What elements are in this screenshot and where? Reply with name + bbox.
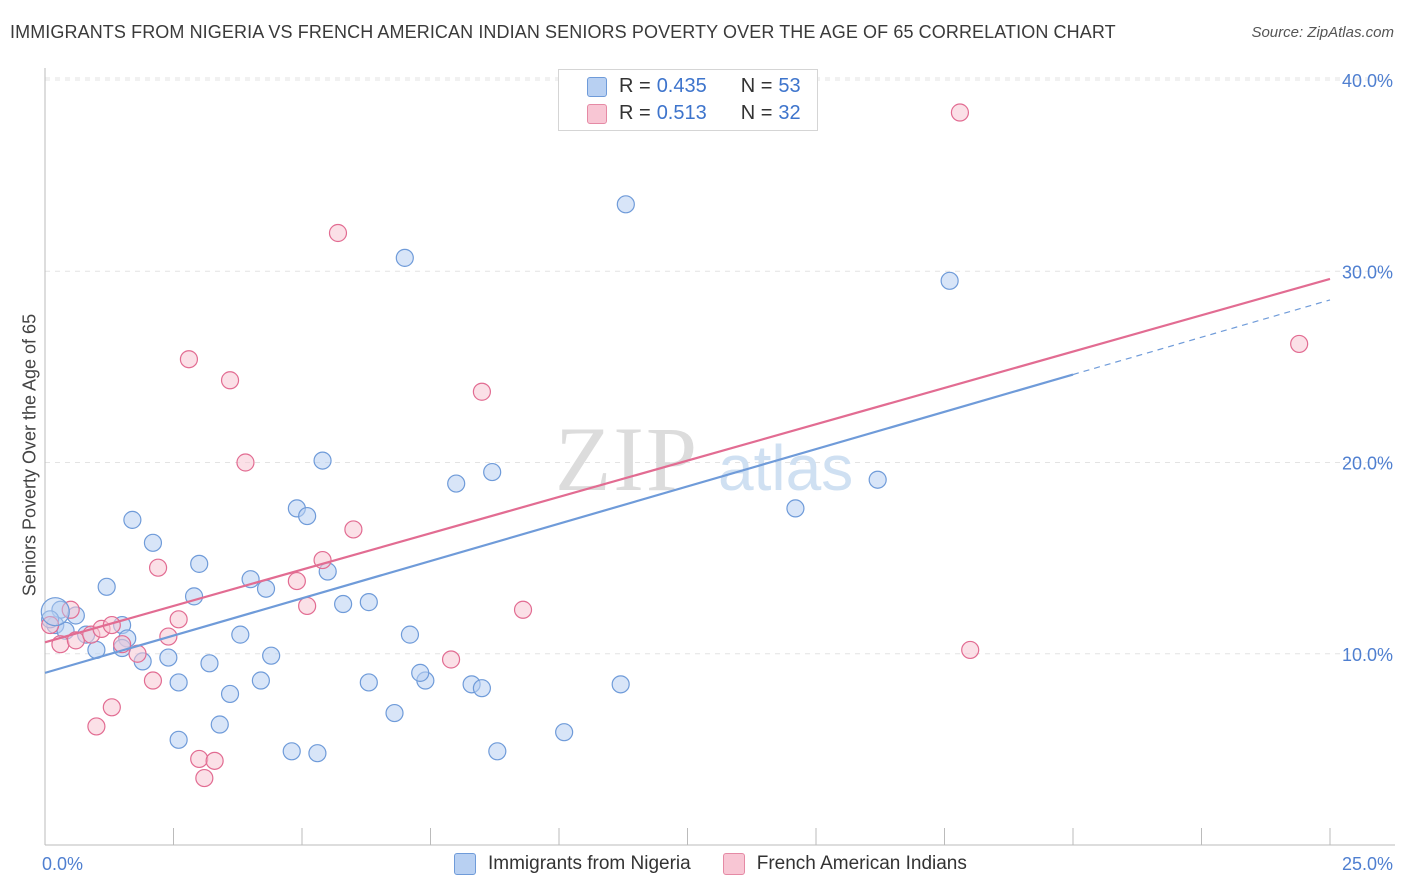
french-point	[87, 717, 106, 736]
y-tick-label: 30.0%	[1342, 262, 1393, 282]
stats-n-label: N =	[740, 102, 773, 124]
nigeria-point	[334, 594, 353, 614]
nigeria-point	[262, 646, 281, 665]
stats-r-label: R =	[619, 102, 651, 124]
grid-lines	[45, 77, 1395, 655]
data-points	[40, 95, 1309, 788]
french-point	[179, 350, 199, 369]
nigeria-point	[488, 742, 507, 761]
legend-item-french[interactable]: French American Indians	[722, 853, 967, 875]
nigeria-trend-extension	[1072, 299, 1331, 376]
legend-label-nigeria: Immigrants from Nigeria	[488, 853, 691, 874]
nigeria-point	[298, 506, 317, 526]
y-tick-label: 20.0%	[1342, 454, 1393, 474]
nigeria-point	[200, 654, 219, 673]
nigeria-point	[395, 248, 414, 267]
nigeria-point	[359, 593, 378, 612]
nigeria-point	[411, 663, 430, 682]
nigeria-point	[786, 499, 805, 518]
legend-swatch-nigeria	[454, 853, 476, 875]
nigeria-point	[483, 462, 502, 482]
nigeria-point	[359, 673, 378, 692]
french-point	[961, 640, 980, 660]
stats-r-value: 0.513	[656, 102, 707, 124]
trend-lines	[44, 277, 1331, 674]
nigeria-point	[210, 715, 229, 734]
nigeria-point	[190, 554, 209, 573]
french-point	[195, 768, 214, 788]
stats-n-value: 53	[778, 75, 801, 97]
stats-n-value: 32	[778, 102, 801, 124]
nigeria-point	[472, 679, 491, 698]
nigeria-point	[256, 579, 276, 598]
legend-item-nigeria[interactable]: Immigrants from Nigeria	[454, 853, 691, 875]
french-point	[143, 671, 163, 690]
nigeria-point	[97, 577, 116, 596]
tick-labels: 10.0% 20.0% 30.0% 40.0% 0.0% 25.0%	[42, 71, 1393, 874]
french-point	[441, 650, 461, 669]
nigeria-point	[143, 533, 163, 552]
stats-r-label: R =	[619, 75, 651, 97]
watermark-zip: ZIP	[555, 408, 699, 510]
french-trend-line	[44, 277, 1331, 644]
nigeria-trend-line	[44, 373, 1074, 674]
watermark-atlas: atlas	[718, 432, 853, 504]
nigeria-point	[231, 625, 250, 644]
french-point	[148, 558, 168, 577]
french-point	[190, 749, 209, 769]
series-legend: Immigrants from Nigeria French American …	[454, 851, 999, 877]
stats-swatch-nigeria	[587, 77, 607, 97]
legend-swatch-french	[722, 853, 745, 875]
x-tick-label: 25.0%	[1342, 854, 1393, 874]
nigeria-point	[868, 470, 887, 489]
french-point	[344, 520, 363, 539]
nigeria-point	[400, 625, 420, 644]
french-point	[102, 698, 121, 717]
nigeria-point	[169, 730, 188, 749]
nigeria-point	[282, 742, 301, 761]
french-point	[169, 610, 188, 629]
french-point	[61, 600, 80, 619]
nigeria-point	[308, 744, 327, 763]
x-tick-label: 0.0%	[42, 854, 83, 874]
nigeria-point	[555, 723, 574, 742]
nigeria-point	[385, 703, 404, 723]
nigeria-point	[159, 648, 178, 667]
french-point	[950, 103, 970, 122]
nigeria-point	[447, 474, 466, 493]
stats-legend: R = 0.435 N = 53 R = 0.513 N = 32	[558, 69, 818, 131]
nigeria-point	[251, 671, 270, 690]
french-point	[1290, 334, 1309, 354]
chart-title: IMMIGRANTS FROM NIGERIA VS FRENCH AMERIC…	[10, 22, 1116, 42]
stats-swatch-french	[587, 104, 607, 124]
french-point	[513, 600, 533, 619]
axes	[44, 68, 1395, 846]
nigeria-point	[220, 684, 240, 704]
watermark: ZIP atlas	[555, 408, 853, 510]
nigeria-point	[40, 597, 70, 627]
nigeria-point	[123, 510, 142, 529]
y-tick-label: 10.0%	[1342, 645, 1393, 665]
chart-source: Source: ZipAtlas.com	[1251, 24, 1394, 41]
french-point	[220, 371, 240, 390]
french-point	[287, 571, 306, 591]
french-point	[472, 382, 491, 401]
french-point	[328, 223, 348, 243]
french-point	[205, 751, 224, 770]
nigeria-point	[940, 271, 959, 290]
nigeria-point	[169, 673, 188, 692]
nigeria-point	[313, 451, 332, 470]
french-point	[298, 596, 317, 616]
nigeria-point	[616, 195, 635, 214]
y-tick-label: 40.0%	[1342, 71, 1393, 91]
legend-label-french: French American Indians	[756, 853, 967, 874]
nigeria-point	[611, 675, 630, 694]
stats-r-value: 0.435	[656, 75, 707, 97]
stats-n-label: N =	[740, 75, 773, 97]
french-point	[236, 453, 255, 472]
